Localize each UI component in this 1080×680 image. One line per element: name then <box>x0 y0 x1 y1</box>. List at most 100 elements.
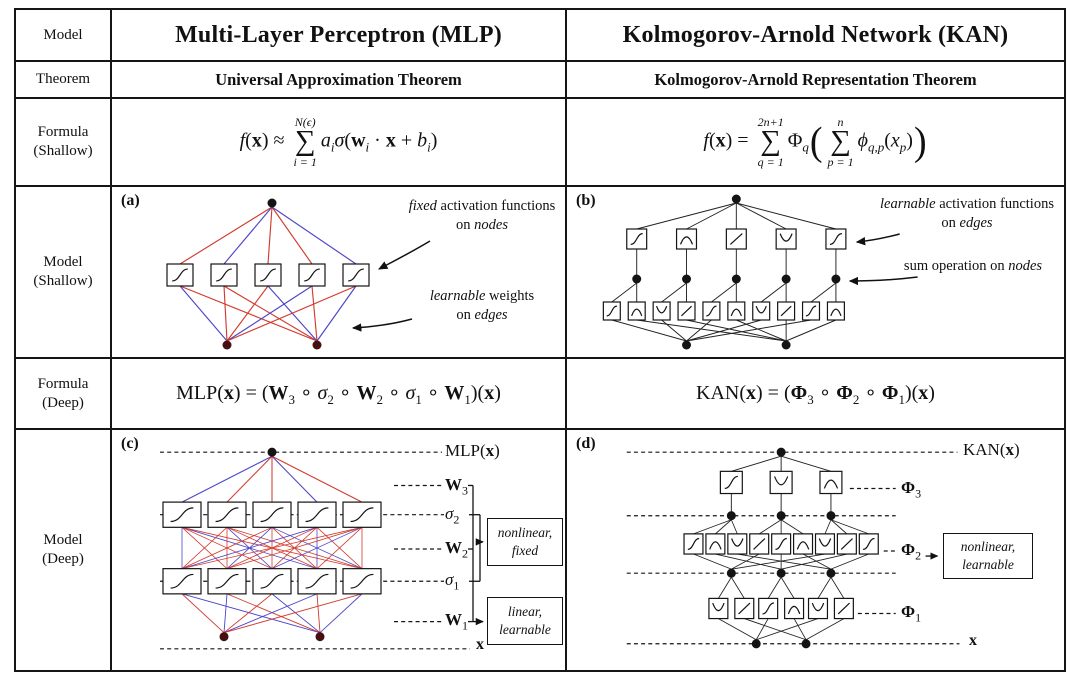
text-segment: activation functions <box>436 198 556 214</box>
mlp-column-header: Multi-Layer Perceptron (MLP) <box>112 10 567 62</box>
kan-shallow-network-diagram <box>602 194 918 350</box>
text-segment: weights <box>485 288 535 304</box>
annotation-learnable-weights: learnable weights on edges <box>408 287 556 325</box>
text-segment: x <box>1005 440 1015 459</box>
layer-label-w2: W2 <box>445 538 468 563</box>
formula-token: x <box>918 381 929 404</box>
formula-token: ) <box>430 129 438 152</box>
kan-deep-formula: KAN(x) = (Φ3 ∘ Φ2 ∘ Φ1)(x) <box>696 380 935 408</box>
text-segment: 3 <box>462 483 468 498</box>
formula-token: ) = ( <box>756 381 791 404</box>
mlp-theorem: Universal Approximation Theorem <box>112 62 567 99</box>
nonlinear-learnable-box: nonlinear, learnable <box>943 533 1033 579</box>
text-segment: ) <box>494 441 500 460</box>
text-segment: MLP( <box>445 441 486 460</box>
kan-shallow-formula-cell: f(x) = 2n+1 ∑ q = 1 Φq(n ∑ p = 1 ϕq,p(xp)) <box>567 99 1064 187</box>
layer-label-w3: W3 <box>445 475 468 500</box>
layer-label-phi2: Φ2 <box>901 540 921 565</box>
mlp-deep-model-cell: (c) MLP(x) W3 σ2 W2 σ1 W1 nonlinear, fix… <box>112 430 567 670</box>
formula-token: ) = ( <box>233 381 269 404</box>
mlp-deep-network-diagram <box>160 447 484 650</box>
text-segment: Formula <box>37 375 89 392</box>
text-segment: on <box>456 306 475 323</box>
panel-label-b: (b) <box>576 192 596 209</box>
formula-token: ) <box>913 119 927 165</box>
text-segment: σ <box>445 504 454 523</box>
kan-output-label: KAN(x) <box>963 440 1020 460</box>
text-segment: learnable <box>499 622 551 637</box>
formula-token: 2 <box>376 391 383 407</box>
text-segment: 1 <box>462 618 468 633</box>
row-label-formula-shallow: Formula (Shallow) <box>16 99 112 187</box>
formula-token: q <box>802 139 809 155</box>
mlp-header-text: Multi-Layer Perceptron (MLP) <box>175 21 502 48</box>
formula-token: Φ <box>836 381 853 404</box>
kan-column-header: Kolmogorov-Arnold Network (KAN) <box>567 10 1064 62</box>
kan-shallow-formula: f(x) = 2n+1 ∑ q = 1 Φq(n ∑ p = 1 ϕq,p(xp)) <box>703 116 927 168</box>
formula-token: p <box>899 139 907 155</box>
formula-token: KAN( <box>696 381 747 404</box>
text-segment: Φ <box>901 478 916 497</box>
row-label-model: Model <box>16 10 112 62</box>
text-segment: on <box>941 214 960 231</box>
kan-shallow-model-cell: (b) learnable activation functions on ed… <box>567 187 1064 359</box>
kan-deep-network-diagram <box>626 447 960 649</box>
mlp-input-label: x <box>476 636 484 653</box>
text-segment: W <box>445 538 462 557</box>
formula-token: N(ϵ) ∑ i = 1 <box>293 115 317 169</box>
text-segment: 3 <box>915 486 922 501</box>
text-segment: σ <box>445 570 454 589</box>
text-segment: linear, <box>507 603 543 619</box>
formula-token: )( <box>470 381 485 404</box>
text-segment: 2 <box>915 548 922 563</box>
formula-token: f <box>239 129 246 152</box>
formula-token: ∘ <box>813 381 837 404</box>
formula-token: ( <box>884 129 891 152</box>
formula-token: 3 <box>288 391 296 407</box>
text-segment: ) <box>1014 440 1020 459</box>
row-label-theorem-text: Theorem <box>35 71 91 88</box>
formula-token: σ <box>334 129 345 152</box>
text-segment: sum operation on <box>903 258 1009 274</box>
row-label-theorem: Theorem <box>16 62 112 99</box>
formula-token: x <box>223 381 234 404</box>
formula-token: ∘ <box>295 381 318 404</box>
text-segment: fixed <box>511 543 539 558</box>
layer-label-sigma1: σ1 <box>445 570 459 595</box>
text-segment: (Deep) <box>42 551 84 567</box>
formula-token: x <box>746 381 757 404</box>
formula-token: Φ <box>787 129 803 152</box>
text-segment: Φ <box>901 540 916 559</box>
text-segment: Model <box>43 532 83 549</box>
formula-token: ) <box>928 381 935 404</box>
mlp-shallow-formula: f(x) ≈ N(ϵ) ∑ i = 1 aiσ(wi · x + bi) <box>240 116 438 168</box>
text-segment: activation functions <box>935 196 1054 212</box>
formula-token: ∘ <box>382 381 406 404</box>
formula-token: 1 <box>898 391 905 407</box>
row-label-formula-deep-text: Formula (Deep) <box>38 375 89 413</box>
text-segment: learnable <box>962 557 1014 572</box>
formula-token: + <box>395 129 418 152</box>
row-label-formula-shallow-text: Formula (Shallow) <box>33 123 92 161</box>
row-label-model-shallow-text: Model (Shallow) <box>33 253 92 291</box>
formula-token: 2n+1 ∑ q = 1 <box>757 115 784 169</box>
layer-label-w1: W1 <box>445 610 468 635</box>
text-segment: 2 <box>462 546 468 561</box>
panel-label-d: (d) <box>576 435 596 452</box>
formula-token: x <box>484 381 495 404</box>
formula-token: 3 <box>807 391 814 407</box>
formula-token: ) <box>906 129 913 152</box>
formula-token: ( <box>708 129 716 152</box>
linear-learnable-box: linear, learnable <box>487 597 563 645</box>
layer-label-phi3: Φ3 <box>901 478 921 503</box>
formula-token: x <box>715 129 726 152</box>
panel-label-c: (c) <box>121 435 139 452</box>
formula-token: σ <box>405 381 416 404</box>
text-segment: Model <box>43 254 83 271</box>
formula-token: i <box>427 139 431 155</box>
mlp-theorem-text: Universal Approximation Theorem <box>215 69 462 89</box>
layer-label-sigma2: σ2 <box>445 504 459 529</box>
formula-token: x <box>890 129 900 152</box>
annotation-learnable-activations: learnable activation functions on edges <box>873 195 1061 233</box>
text-segment: 2 <box>453 512 460 527</box>
